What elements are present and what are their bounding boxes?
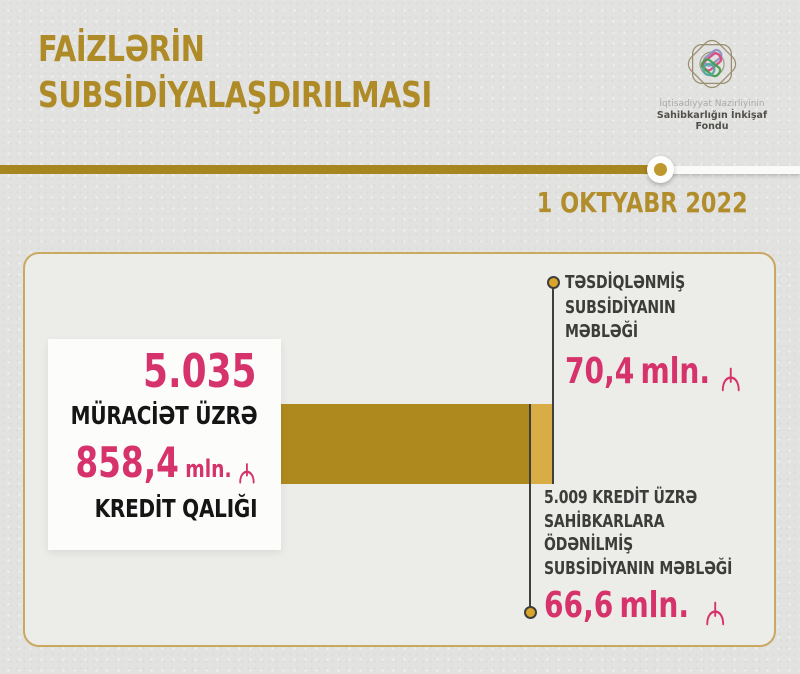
applications-label: MÜRACİƏT ÜZRƏ xyxy=(70,401,257,430)
paid-label-line-3: ÖDƏNİLMİŞ xyxy=(544,535,634,555)
callout-dot-paid xyxy=(524,606,537,619)
divider-knob xyxy=(647,156,674,183)
credit-amount: 858,4 mln. xyxy=(75,441,257,485)
eight-pointed-star-emblem-icon xyxy=(687,39,737,89)
credit-amount-unit: mln. xyxy=(184,455,232,483)
paid-amount-unit: mln. xyxy=(619,585,690,626)
credit-balance-label: KREDİT QALIĞI xyxy=(94,494,257,523)
bar-credit-balance xyxy=(278,404,531,484)
manat-sign-icon xyxy=(721,367,740,391)
approved-amount: 70,4 mln. xyxy=(565,351,743,393)
credit-amount-value: 858,4 xyxy=(75,438,179,487)
org-logo: İqtisadiyyat Nazirliyinin Sahibkarlığın … xyxy=(645,33,779,132)
approved-label-line-1: TƏSDİQLƏNMİŞ xyxy=(565,273,686,293)
callout-line-approved xyxy=(552,288,554,484)
title-line-2: SUBSİDİYALAŞDIRILMASI xyxy=(38,75,432,116)
divider-white-line xyxy=(660,166,800,174)
applications-count: 5.035 xyxy=(143,344,257,398)
paid-label-line-2: SAHİBKARLARA xyxy=(544,511,665,532)
manat-sign-icon xyxy=(239,463,255,484)
paid-amount-value: 66,6 xyxy=(544,585,614,626)
title-line-1: FAİZLƏRİN xyxy=(38,29,205,70)
report-date: 1 OKTYABR 2022 xyxy=(537,186,748,219)
approved-amount-value: 70,4 xyxy=(565,350,635,392)
paid-subsidy-block: 5.009 KREDİT ÜZRƏ SAHİBKARLARA ÖDƏNİLMİŞ… xyxy=(544,487,779,627)
paid-label-line-4: SUBSİDİYANIN MƏBLƏĞİ xyxy=(544,558,733,579)
paid-label-line-1: 5.009 KREDİT ÜZRƏ xyxy=(544,488,698,508)
approved-label-line-2: SUBSİDİYANIN xyxy=(565,297,676,318)
divider-gold-line xyxy=(0,165,660,174)
bar-subsidy-segment xyxy=(531,404,554,484)
approved-label-line-3: MƏBLƏĞİ xyxy=(565,322,638,342)
manat-sign-icon xyxy=(706,601,725,626)
callout-dot-approved xyxy=(547,276,560,289)
credit-balance-panel: 5.035 MÜRACİƏT ÜZRƏ 858,4 mln. KREDİT QA… xyxy=(48,339,281,550)
approved-amount-unit: mln. xyxy=(640,350,711,392)
org-name-line-1: İqtisadiyyat Nazirliyinin xyxy=(659,99,765,109)
callout-line-paid xyxy=(529,404,531,607)
approved-subsidy-block: TƏSDİQLƏNMİŞ SUBSİDİYANIN MƏBLƏĞİ 70,4 m… xyxy=(565,271,793,393)
org-name-line-2: Sahibkarlığın İnkişaf Fondu xyxy=(656,110,768,132)
paid-amount: 66,6 mln. xyxy=(544,585,727,627)
divider-knob-dot xyxy=(654,163,667,176)
page-title: FAİZLƏRİN SUBSİDİYALAŞDIRILMASI xyxy=(38,27,530,119)
